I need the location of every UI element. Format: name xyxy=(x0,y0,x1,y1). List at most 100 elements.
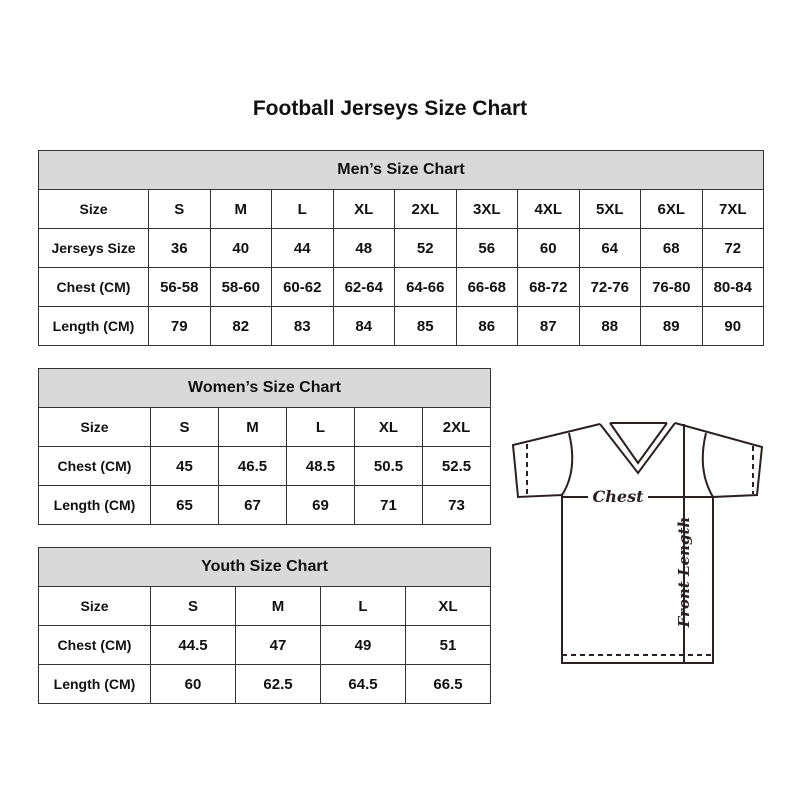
table-row: Size S M L XL 2XL xyxy=(38,407,491,447)
value-cell: 56 xyxy=(455,228,518,268)
size-header-cell: S xyxy=(150,586,236,626)
value-cell: 65 xyxy=(150,485,219,525)
table-row: Size S M L XL xyxy=(38,586,491,626)
size-header-cell: XL xyxy=(405,586,491,626)
value-cell: 84 xyxy=(332,306,395,346)
value-cell: 72 xyxy=(701,228,764,268)
row-label: Size xyxy=(38,407,151,447)
row-label: Length (CM) xyxy=(38,485,151,525)
value-cell: 88 xyxy=(578,306,641,346)
value-cell: 68 xyxy=(640,228,703,268)
row-label: Length (CM) xyxy=(38,306,149,346)
womens-size-table: Women’s Size Chart Size S M L XL 2XL Chest (CM)… xyxy=(38,368,491,525)
value-cell: 48.5 xyxy=(286,446,355,486)
size-header-cell: S xyxy=(148,189,211,229)
table-row: Length (CM) 60 62.5 64.5 66.5 xyxy=(38,664,491,704)
row-label: Jerseys Size xyxy=(38,228,149,268)
size-header-cell: 2XL xyxy=(394,189,457,229)
mens-size-table: Men’s Size Chart Size S M L XL 2XL 3XL 4XL 5XL 6XL… xyxy=(38,150,764,346)
row-label: Size xyxy=(38,189,149,229)
value-cell: 49 xyxy=(320,625,406,665)
value-cell: 73 xyxy=(422,485,491,525)
chest-label: Chest xyxy=(593,487,645,506)
value-cell: 64.5 xyxy=(320,664,406,704)
size-header-cell: L xyxy=(320,586,406,626)
value-cell: 60 xyxy=(517,228,580,268)
value-cell: 72-76 xyxy=(578,267,641,307)
value-cell: 85 xyxy=(394,306,457,346)
value-cell: 51 xyxy=(405,625,491,665)
caption-row: Youth Size Chart xyxy=(38,547,491,587)
row-label: Chest (CM) xyxy=(38,267,149,307)
row-label: Chest (CM) xyxy=(38,625,151,665)
value-cell: 90 xyxy=(701,306,764,346)
value-cell: 46.5 xyxy=(218,446,287,486)
caption-row: Women’s Size Chart xyxy=(38,368,491,408)
size-header-cell: XL xyxy=(354,407,423,447)
size-header-cell: M xyxy=(209,189,272,229)
table-row: Length (CM) 65 67 69 71 73 xyxy=(38,485,491,525)
table-caption: Youth Size Chart xyxy=(38,547,491,587)
table-row: Chest (CM) 44.5 47 49 51 xyxy=(38,625,491,665)
table-row: Length (CM) 79 82 83 84 85 86 87 88 89 90 xyxy=(38,306,764,346)
size-header-cell: S xyxy=(150,407,219,447)
value-cell: 71 xyxy=(354,485,423,525)
table-row: Size S M L XL 2XL 3XL 4XL 5XL 6XL 7XL xyxy=(38,189,764,229)
table-row: Jerseys Size 36 40 44 48 52 56 60 64 68 72 xyxy=(38,228,764,268)
size-header-cell: 3XL xyxy=(455,189,518,229)
table-row: Chest (CM) 56-58 58-60 60-62 62-64 64-66 66-68… xyxy=(38,267,764,307)
value-cell: 83 xyxy=(271,306,334,346)
table-row: Chest (CM) 45 46.5 48.5 50.5 52.5 xyxy=(38,446,491,486)
value-cell: 79 xyxy=(148,306,211,346)
value-cell: 76-80 xyxy=(640,267,703,307)
value-cell: 69 xyxy=(286,485,355,525)
value-cell: 86 xyxy=(455,306,518,346)
value-cell: 87 xyxy=(517,306,580,346)
sleeve-seams xyxy=(561,432,714,498)
row-label: Length (CM) xyxy=(38,664,151,704)
stitch-lines xyxy=(526,444,754,656)
front-length-label: Front Length xyxy=(675,517,693,629)
value-cell: 56-58 xyxy=(148,267,211,307)
row-label: Size xyxy=(38,586,151,626)
value-cell: 80-84 xyxy=(701,267,764,307)
size-header-cell: L xyxy=(286,407,355,447)
value-cell: 44.5 xyxy=(150,625,236,665)
page-title: Football Jerseys Size Chart xyxy=(252,97,528,120)
size-header-cell: M xyxy=(235,586,321,626)
value-cell: 66.5 xyxy=(405,664,491,704)
value-cell: 64 xyxy=(578,228,641,268)
value-cell: 45 xyxy=(150,446,219,486)
value-cell: 48 xyxy=(332,228,395,268)
value-cell: 47 xyxy=(235,625,321,665)
value-cell: 62.5 xyxy=(235,664,321,704)
value-cell: 82 xyxy=(209,306,272,346)
value-cell: 62-64 xyxy=(332,267,395,307)
value-cell: 60 xyxy=(150,664,236,704)
jersey-outline xyxy=(511,422,764,664)
size-header-cell: 6XL xyxy=(640,189,703,229)
collar xyxy=(599,422,676,475)
table-caption: Men’s Size Chart xyxy=(38,150,764,190)
value-cell: 44 xyxy=(271,228,334,268)
value-cell: 68-72 xyxy=(517,267,580,307)
size-header-cell: 4XL xyxy=(517,189,580,229)
value-cell: 58-60 xyxy=(209,267,272,307)
value-cell: 52 xyxy=(394,228,457,268)
value-cell: 64-66 xyxy=(394,267,457,307)
value-cell: 36 xyxy=(148,228,211,268)
table-caption: Women’s Size Chart xyxy=(38,368,491,408)
size-header-cell: 7XL xyxy=(701,189,764,229)
row-label: Chest (CM) xyxy=(38,446,151,486)
value-cell: 40 xyxy=(209,228,272,268)
size-header-cell: 2XL xyxy=(422,407,491,447)
value-cell: 89 xyxy=(640,306,703,346)
caption-row: Men’s Size Chart xyxy=(38,150,764,190)
value-cell: 52.5 xyxy=(422,446,491,486)
size-header-cell: M xyxy=(218,407,287,447)
jersey-measurement-diagram: Chest Front Length xyxy=(511,422,764,664)
size-header-cell: L xyxy=(271,189,334,229)
size-header-cell: 5XL xyxy=(578,189,641,229)
value-cell: 60-62 xyxy=(271,267,334,307)
value-cell: 50.5 xyxy=(354,446,423,486)
